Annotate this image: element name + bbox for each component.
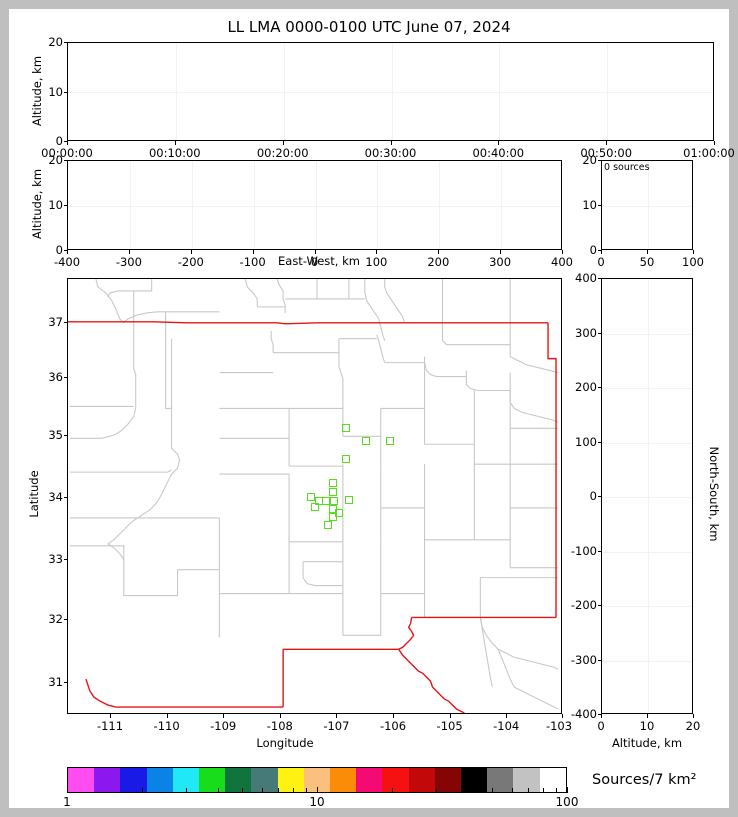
gridline	[602, 551, 692, 553]
gridline	[648, 279, 649, 713]
lma-source-point	[342, 455, 350, 463]
county-lines-nm	[219, 279, 559, 710]
colorbar-minor-tick	[217, 788, 219, 792]
lma-source-point	[329, 488, 337, 496]
gridline	[602, 205, 692, 207]
altitude-histogram-panel[interactable]: 0 sources	[601, 160, 693, 250]
colorbar-cell	[277, 768, 304, 792]
colorbar-minor-tick	[392, 788, 394, 792]
lma-source-point	[362, 437, 370, 445]
sources-count-annotation: 0 sources	[604, 162, 650, 173]
colorbar-minor-tick	[278, 788, 280, 792]
colorbar-minor-tick	[555, 788, 557, 792]
gridline	[68, 205, 561, 207]
colorbar-tick-label: 100	[555, 795, 579, 809]
colorbar-cell	[487, 768, 514, 792]
lma-source-point	[311, 503, 319, 511]
page-title: LL LMA 0000-0100 UTC June 07, 2024	[227, 18, 511, 36]
colorbar-minor-tick	[528, 788, 530, 792]
north-south-xlabel: Altitude, km	[611, 736, 683, 750]
gridline	[602, 660, 692, 662]
gridline	[283, 43, 285, 140]
gridline	[191, 161, 193, 249]
lma-source-point	[307, 493, 315, 501]
colorbar-cell	[251, 768, 278, 792]
gridline	[391, 43, 393, 140]
county-lines	[69, 279, 220, 638]
colorbar-tick-label: 1	[63, 795, 71, 809]
gridline	[602, 606, 692, 607]
map-ylabel: Latitude	[27, 470, 41, 518]
colorbar-major-tick	[567, 787, 568, 793]
gridline	[439, 161, 441, 249]
colorbar-cell	[408, 768, 435, 792]
gridline	[499, 43, 501, 140]
gridline	[315, 161, 317, 249]
gridline	[602, 442, 692, 444]
colorbar-minor-tick	[467, 788, 469, 792]
colorbar-minor-tick	[261, 788, 263, 792]
gridline	[607, 43, 609, 140]
lma-source-point	[329, 479, 337, 487]
time-height-ylabel: Altitude, km	[30, 55, 44, 127]
lma-source-point	[335, 509, 343, 517]
colorbar-minor-tick	[305, 788, 307, 792]
colorbar-cell	[68, 768, 95, 792]
gridline	[602, 388, 692, 389]
lma-source-point	[386, 437, 394, 445]
north-south-ylabel: North-South, km	[707, 446, 721, 542]
colorbar-tick-label: 10	[309, 795, 325, 809]
colorbar-cell	[539, 768, 566, 792]
colorbar-minor-tick	[142, 788, 144, 792]
north-south-altitude-panel[interactable]	[601, 278, 693, 714]
east-west-height-xlabel: East-West, km	[278, 254, 360, 268]
colorbar-cell	[382, 768, 409, 792]
figure-canvas: LL LMA 0000-0100 UTC June 07, 2024 0 10 …	[9, 9, 735, 809]
colorbar-minor-tick	[542, 788, 544, 792]
gridline	[129, 161, 131, 249]
gridline	[175, 43, 177, 140]
lma-source-point	[330, 497, 338, 505]
colorbar-minor-tick	[292, 788, 294, 792]
lma-source-point	[342, 424, 350, 432]
gridline	[501, 161, 503, 249]
colorbar-major-tick	[317, 787, 318, 793]
gridline	[377, 161, 379, 249]
colorbar-cell	[513, 768, 540, 792]
time-height-panel[interactable]	[67, 42, 714, 141]
colorbar-cell	[330, 768, 357, 792]
state-border-new-mexico	[68, 321, 557, 713]
gridline	[602, 497, 692, 498]
colorbar-cell	[434, 768, 462, 792]
colorbar-major-tick	[67, 787, 68, 793]
lma-source-point	[324, 521, 332, 529]
colorbar-cell	[199, 768, 226, 792]
colorbar-title: Sources/7 km²	[592, 772, 697, 788]
gridline	[68, 92, 713, 93]
lma-source-point	[322, 497, 330, 505]
colorbar-cell	[120, 768, 147, 792]
colorbar-minor-tick	[186, 788, 188, 792]
colorbar-cell	[172, 768, 200, 792]
map-xlabel: Longitude	[256, 736, 314, 750]
map-geography	[68, 279, 559, 713]
colorbar-cell	[303, 768, 331, 792]
gridline	[648, 161, 649, 249]
lma-source-point	[329, 513, 337, 521]
gridline	[602, 333, 692, 335]
colorbar-minor-tick	[511, 788, 513, 792]
colorbar-cell	[225, 768, 252, 792]
colorbar-cell	[356, 768, 383, 792]
colorbar-minor-tick	[491, 788, 493, 792]
colorbar-minor-tick	[241, 788, 243, 792]
gridline	[253, 161, 255, 249]
colorbar-cell	[94, 768, 121, 792]
east-west-height-panel[interactable]	[67, 160, 562, 250]
east-west-height-ylabel: Altitude, km	[30, 168, 44, 240]
colorbar-cell	[146, 768, 173, 792]
colorbar-cell	[461, 768, 488, 792]
colorbar-minor-tick	[436, 788, 438, 792]
lma-source-point	[345, 496, 353, 504]
